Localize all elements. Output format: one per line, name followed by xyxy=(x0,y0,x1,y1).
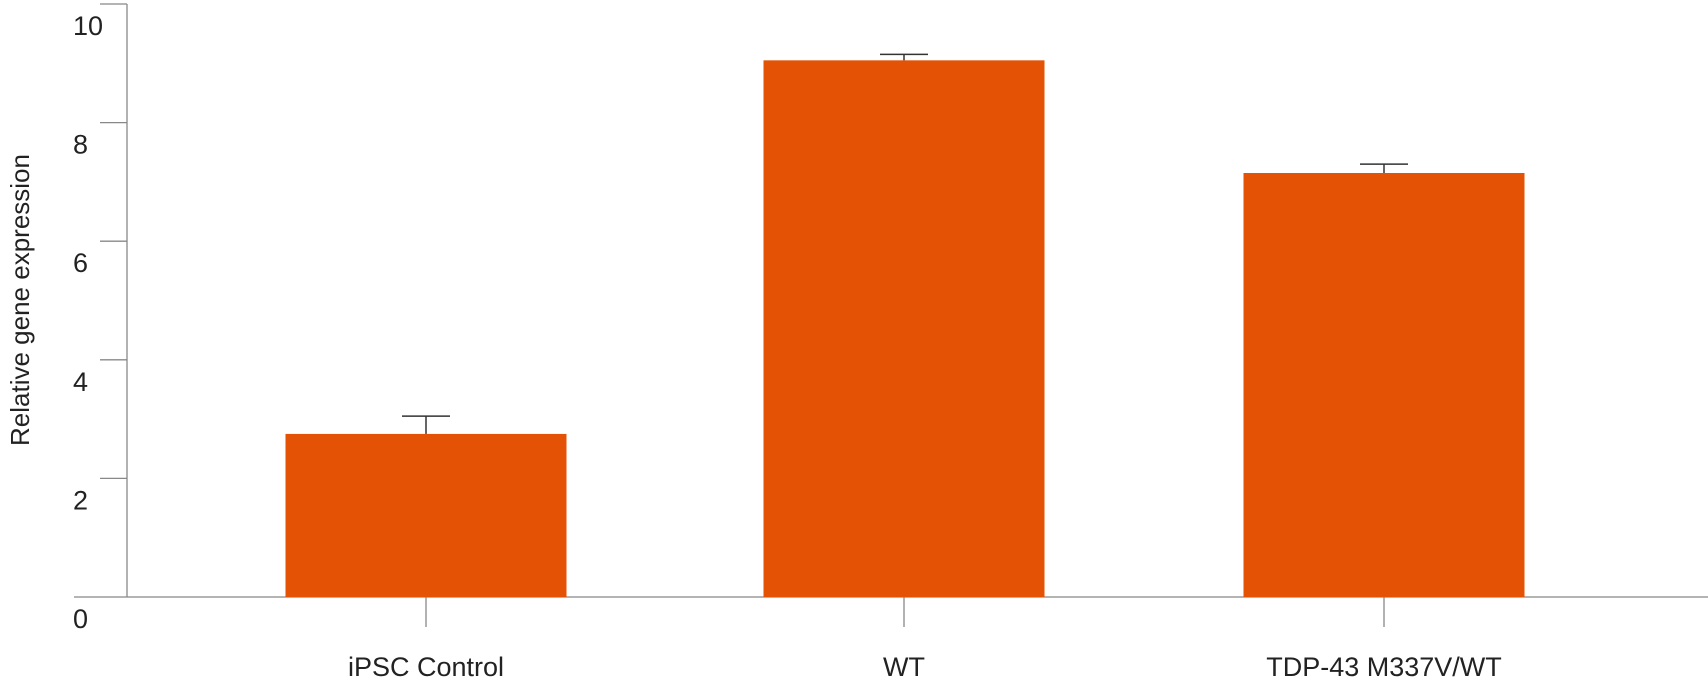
bar xyxy=(763,60,1045,597)
y-tick-label: 6 xyxy=(73,248,88,278)
bar xyxy=(1243,173,1525,597)
y-tick-label: 2 xyxy=(73,485,88,515)
bars xyxy=(285,60,1525,597)
x-axis-ticks: iPSC Control WT TDP-43 M337V/WT xyxy=(348,597,1502,682)
x-category-label: TDP-43 M337V/WT xyxy=(1266,652,1502,682)
y-axis-title: Relative gene expression xyxy=(5,154,35,446)
y-tick-label: 4 xyxy=(73,367,88,397)
y-axis-ticks: 0 2 4 6 8 10 xyxy=(73,3,127,634)
y-tick-label: 8 xyxy=(73,130,88,160)
y-tick-label: 10 xyxy=(73,11,103,41)
x-category-label: iPSC Control xyxy=(348,652,504,682)
x-category-label: WT xyxy=(883,652,925,682)
bar xyxy=(285,433,567,597)
y-tick-label: 0 xyxy=(73,604,88,634)
error-bars xyxy=(402,53,1408,434)
